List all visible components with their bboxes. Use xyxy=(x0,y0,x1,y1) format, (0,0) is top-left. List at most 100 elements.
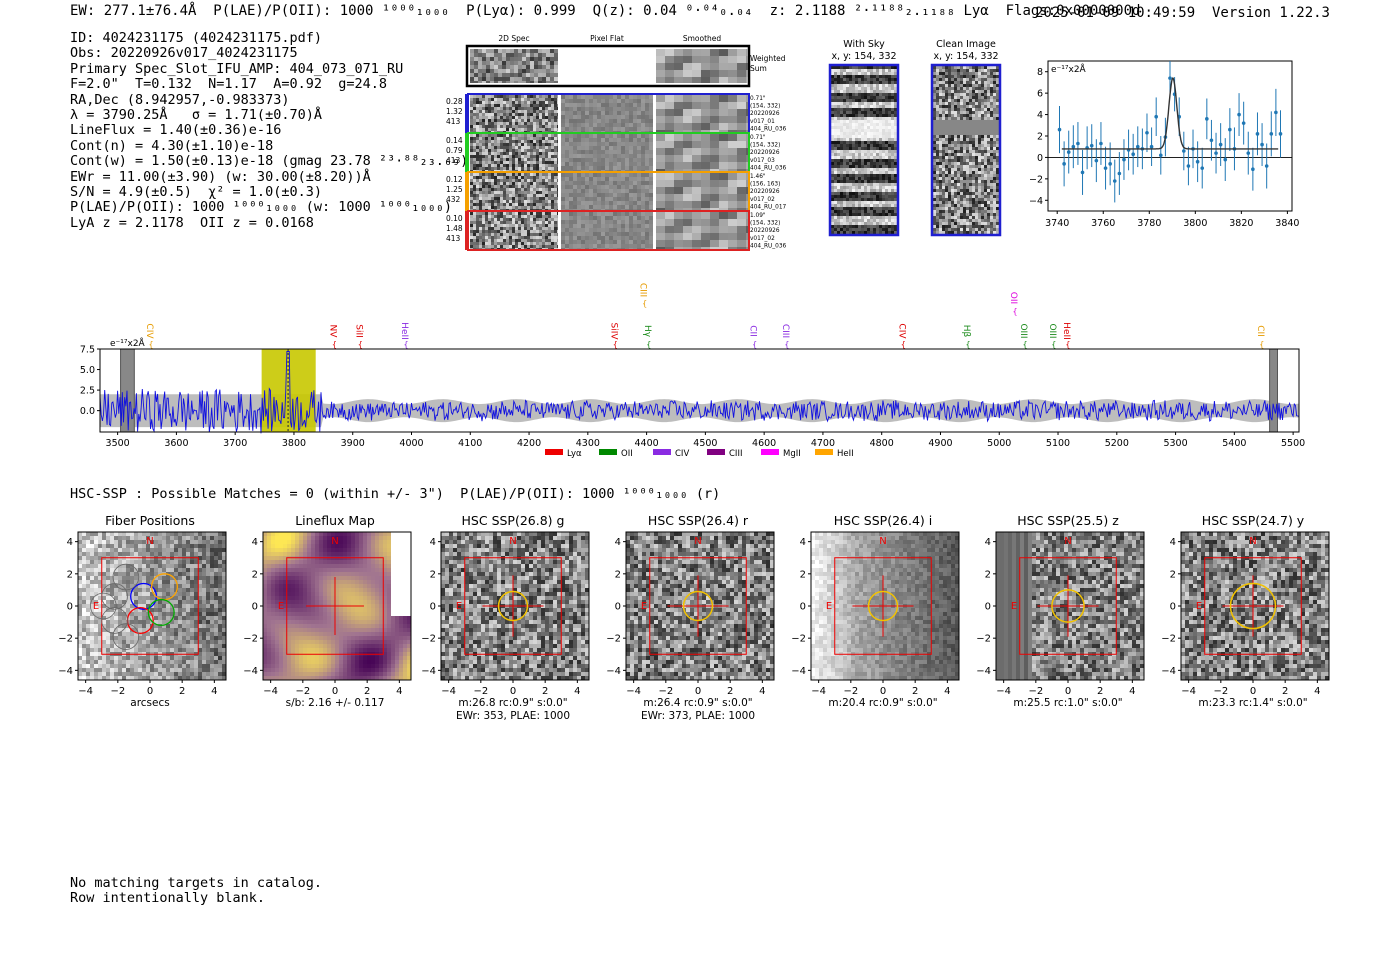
data-point xyxy=(1182,149,1186,153)
row-pixel-flat xyxy=(561,212,653,249)
y-tick-label: −2 xyxy=(421,634,436,645)
spectrum-ylabel: e⁻¹⁷x2Å xyxy=(110,337,146,349)
spectral-line-tick: { xyxy=(1259,340,1264,349)
x-tick-label: 3800 xyxy=(1183,218,1207,229)
x-tick-label: −4 xyxy=(811,686,826,697)
cutout-row-color-bar xyxy=(465,94,468,133)
aperture-circle xyxy=(1051,589,1085,623)
x-tick-label: 5300 xyxy=(1163,438,1187,449)
sky-panel-image xyxy=(831,66,897,234)
spectral-line-label: OII xyxy=(1008,292,1018,304)
cutout-column-header: 2D Spec xyxy=(498,34,529,43)
x-tick-label: 4 xyxy=(759,686,765,697)
fiber-circle xyxy=(90,592,117,620)
x-tick-label: −4 xyxy=(441,686,456,697)
cutout-row-meta: 0.71" xyxy=(750,96,766,102)
spectral-line-label: HeII xyxy=(399,322,409,340)
x-tick-label: 5400 xyxy=(1222,438,1246,449)
cutout-row-meta: 404_RU_036 xyxy=(750,243,787,249)
x-tick-label: 4 xyxy=(1129,686,1135,697)
hsc-panel-caption: m:20.4 rc:0.9" s:0.0" xyxy=(828,697,937,709)
spectral-line-tick: { xyxy=(642,299,647,308)
row-2d-spec xyxy=(470,212,558,249)
north-label: N xyxy=(146,536,153,547)
x-tick-label: 3840 xyxy=(1275,218,1299,229)
data-point xyxy=(1108,162,1112,166)
cutout-row-meta: 0.71" xyxy=(750,135,766,141)
y-tick-label: −2 xyxy=(791,634,806,645)
hsc-panel-image xyxy=(78,532,226,680)
aperture-circle xyxy=(1229,582,1277,630)
cutout-column-header: Smoothed xyxy=(683,34,722,43)
cutout-row-color-bar xyxy=(465,133,468,172)
x-tick-label: 2 xyxy=(1097,686,1103,697)
y-tick-label: 0.0 xyxy=(80,406,95,417)
info-line: λ = 3790.25Å σ = 1.71(±0.70)Å xyxy=(70,107,322,124)
x-tick-label: 4300 xyxy=(576,438,600,449)
east-label: E xyxy=(1011,601,1017,612)
x-tick-label: 3900 xyxy=(341,438,365,449)
cutout-row-stat: 1.48 xyxy=(446,224,463,233)
hsc-3arcsec-box xyxy=(649,557,747,655)
spectral-line-tick: { xyxy=(1051,340,1056,349)
x-tick-label: 5100 xyxy=(1046,438,1070,449)
north-label: N xyxy=(1249,536,1256,547)
north-label: N xyxy=(331,536,338,547)
north-label: N xyxy=(694,536,701,547)
x-tick-label: 0 xyxy=(147,686,153,697)
y-tick-label: 2 xyxy=(800,569,806,580)
data-point xyxy=(1186,164,1191,168)
y-tick-label: 2 xyxy=(985,569,991,580)
y-tick-label: −2 xyxy=(243,634,258,645)
data-point xyxy=(1094,158,1099,163)
data-point xyxy=(1117,171,1122,176)
spectral-line-label: CII xyxy=(748,325,758,337)
y-tick-label: 2.5 xyxy=(80,386,95,397)
header-timestamp-version: 2025-01-09 10:49:59 Version 1.22.3 xyxy=(1034,5,1330,21)
hsc-panel-title: HSC SSP(26.4) r xyxy=(648,513,749,528)
cutout-row-stat: 413 xyxy=(446,117,461,126)
hsc-panel-title: Lineflux Map xyxy=(295,513,375,528)
y-tick-label: 2 xyxy=(430,569,436,580)
hsc-panel-image xyxy=(441,532,589,680)
x-tick-label: −2 xyxy=(1213,686,1228,697)
fiber-circle xyxy=(101,607,128,634)
cutout-row-stat: 413 xyxy=(446,156,461,165)
sky-panel-image xyxy=(933,66,999,234)
y-tick-label: 2 xyxy=(615,569,621,580)
aperture-circle xyxy=(497,590,529,622)
x-tick-label: 4700 xyxy=(811,438,835,449)
x-tick-label: 2 xyxy=(179,686,185,697)
y-tick-label: 2 xyxy=(252,569,258,580)
y-tick-label: 4 xyxy=(252,537,258,548)
legend-swatch xyxy=(599,449,617,455)
weighted-sum-label: Sum xyxy=(750,64,767,73)
y-tick-label: 7.5 xyxy=(80,345,95,356)
catalog-note: No matching targets in catalog. Row inte… xyxy=(70,876,322,906)
cutout-row-stat: 413 xyxy=(446,234,461,243)
spectral-line-label: SiIV xyxy=(608,322,618,340)
row-2d-spec xyxy=(470,173,558,210)
y-tick-label: 4 xyxy=(430,537,436,548)
legend-swatch xyxy=(761,449,779,455)
y-tick-label: 0 xyxy=(1037,153,1043,164)
north-label: N xyxy=(509,536,516,547)
data-point xyxy=(1135,144,1140,149)
row-smoothed xyxy=(656,173,748,210)
spectral-line-tick: { xyxy=(358,340,363,349)
east-label: E xyxy=(1196,601,1202,612)
hsc-3arcsec-box xyxy=(1204,557,1302,655)
info-line: Cont(w) = 1.50(±0.13)e-18 (gmag 23.78 ²³… xyxy=(70,153,469,170)
spectral-line-tick: { xyxy=(965,340,970,349)
legend-label: MgII xyxy=(783,449,801,459)
cutout-column-header: Pixel Flat xyxy=(590,34,624,43)
data-point xyxy=(1205,117,1209,121)
spectral-line-label: CIII xyxy=(638,283,648,297)
spectral-line-label: HeII xyxy=(1061,322,1071,340)
spectral-line-label: CII xyxy=(1255,325,1265,337)
row-smoothed xyxy=(656,95,748,132)
x-tick-label: −2 xyxy=(1028,686,1043,697)
cutout-row-meta: v017_02 xyxy=(750,197,775,203)
x-tick-label: 2 xyxy=(727,686,733,697)
